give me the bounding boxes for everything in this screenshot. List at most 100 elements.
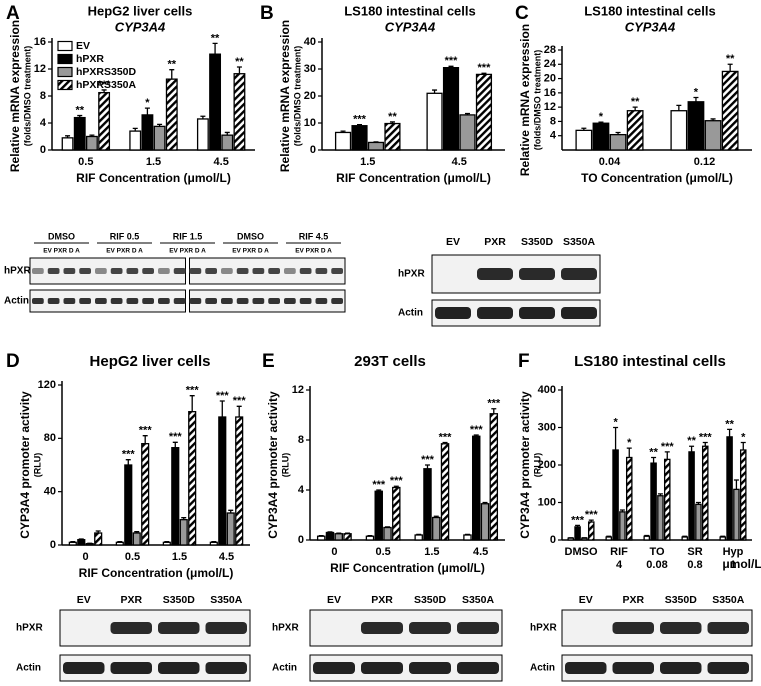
blot-lane-label: EV [579, 594, 593, 606]
error-bar [682, 535, 688, 537]
bar [392, 486, 401, 541]
significance: *** [353, 114, 367, 126]
significance: ** [687, 435, 696, 447]
error-bar [727, 428, 733, 437]
y-axis-sublabel: (RLU) [280, 453, 290, 478]
bar [423, 468, 432, 541]
bar [132, 532, 141, 546]
y-tick-label: 8 [550, 115, 556, 127]
significance: *** [478, 62, 492, 74]
error-bar [181, 517, 187, 520]
x-tick-label: 1.5 [424, 546, 439, 558]
y-tick-label: 100 [538, 496, 556, 508]
bar [129, 130, 142, 151]
x-tick-label: RIF [610, 546, 628, 558]
panel-letter: B [260, 3, 274, 24]
error-bar [575, 524, 581, 527]
bar [77, 539, 86, 546]
blot-band [205, 298, 217, 304]
panel-letter: E [262, 351, 275, 372]
significance: *** [439, 431, 453, 443]
y-tick-label: 400 [538, 384, 556, 396]
error-bar [481, 72, 487, 75]
significance: *** [186, 385, 200, 397]
error-bar [581, 127, 587, 131]
bar [153, 125, 166, 151]
error-bar [702, 441, 708, 447]
error-bar [77, 114, 83, 118]
y-tick-label: 12 [34, 63, 46, 75]
blot-band [707, 622, 749, 634]
y-tick-label: 4 [40, 117, 47, 129]
significance: * [613, 416, 618, 428]
significance: *** [233, 395, 247, 407]
blot-row-label: Actin [530, 663, 555, 674]
blot-band [331, 298, 343, 304]
y-axis-sublabel: (RLU) [532, 453, 542, 478]
error-bar [70, 541, 76, 543]
bar [657, 495, 664, 541]
bar [567, 537, 575, 541]
y-tick-label: 8 [298, 434, 304, 446]
bar [115, 541, 124, 546]
bar [316, 535, 326, 541]
blot-band [361, 622, 403, 634]
error-bar [676, 104, 682, 111]
x-tick-label: 1.5 [360, 156, 375, 168]
blot-band [519, 307, 555, 319]
blot-lane-label: S350A [210, 594, 243, 606]
bar [233, 73, 246, 151]
error-bar [318, 534, 324, 537]
y-tick-label: 0 [40, 144, 46, 156]
bar [221, 134, 234, 151]
blot-band [284, 298, 296, 304]
bar [670, 110, 688, 151]
y-axis-label: CYP3A4 promoter activity [18, 391, 32, 539]
legend-label: EV [76, 40, 90, 52]
blot-group-label: RIF 0.5 [110, 231, 140, 241]
error-bar [416, 533, 422, 536]
chart-title: HepG2 liver cells [90, 353, 211, 370]
significance: ** [211, 32, 220, 44]
chart-title: LS180 intestinal cells [584, 3, 716, 18]
y-axis-sublabel: (RLU) [32, 453, 42, 478]
error-bar [491, 408, 497, 414]
error-bar [433, 515, 439, 518]
significance: *** [372, 479, 386, 491]
bar [209, 53, 222, 151]
blot-band [126, 298, 139, 304]
bar [384, 122, 401, 151]
error-bar [367, 534, 373, 537]
blot-lane-label: EV [446, 236, 460, 248]
y-tick-label: 200 [538, 459, 556, 471]
bar [574, 526, 581, 541]
bar [68, 541, 77, 546]
bar [209, 541, 218, 546]
y-tick-label: 12 [292, 384, 304, 396]
x-tick-label: DMSO [565, 546, 598, 558]
error-bar [357, 123, 363, 126]
blot-lane-label: EV [77, 594, 91, 606]
bar [343, 533, 352, 541]
blot-band [519, 268, 555, 280]
blot-band [313, 662, 355, 674]
error-bar [651, 456, 657, 464]
blot-row-label: Actin [398, 308, 423, 319]
bar [643, 535, 651, 541]
significance: ** [75, 104, 84, 116]
blot-group-label: DMSO [48, 231, 75, 241]
blot-band [660, 662, 702, 674]
error-bar [345, 532, 351, 534]
error-bar [336, 532, 342, 534]
panel-letter: F [518, 351, 530, 372]
chart-title: HepG2 liver cells [88, 3, 193, 18]
significance: ** [388, 111, 397, 123]
blot-band [142, 298, 154, 304]
blot-row-label: hPXR [4, 266, 31, 277]
bar [695, 503, 702, 541]
blot-band [63, 268, 76, 274]
error-bar [626, 447, 632, 458]
y-tick-label: 80 [44, 432, 56, 444]
blot-lane-label: S350A [563, 236, 596, 248]
blot-band [409, 662, 451, 674]
